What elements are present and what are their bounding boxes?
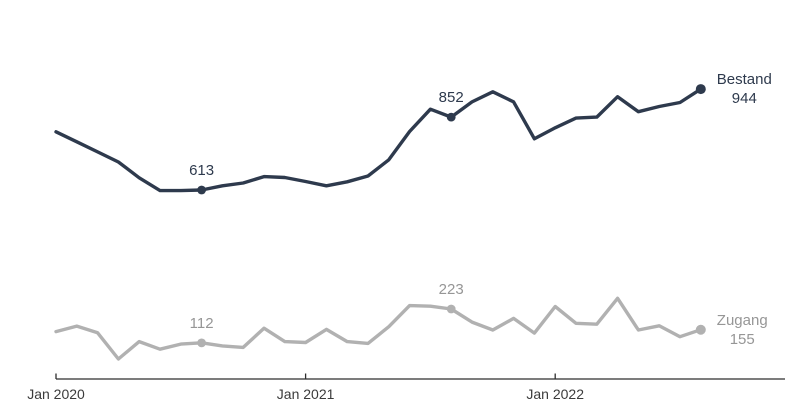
x-axis-tick-label-1: Jan 2021 <box>276 386 335 402</box>
end-marker-bestand <box>695 84 706 95</box>
end-marker-zugang <box>695 324 706 335</box>
x-axis-tick-label-2: Jan 2022 <box>526 386 584 402</box>
point-label-2: 112 <box>189 314 214 332</box>
point-label-0: 613 <box>189 162 215 180</box>
series-line-bestand <box>54 87 703 193</box>
point-marker-bestand-1 <box>446 112 456 122</box>
point-label-1: 852 <box>438 89 464 107</box>
point-marker-zugang-2 <box>197 338 207 348</box>
end-label-1: Zugang 155 <box>717 311 768 349</box>
x-axis-tick-label-0: Jan 2020 <box>27 386 85 402</box>
point-marker-bestand-0 <box>197 185 207 195</box>
series-name-zugang: Zugang <box>716 311 768 329</box>
end-label-0: Bestand 944 <box>717 70 772 108</box>
series-line-zugang <box>54 296 703 361</box>
series-end-value-bestand: 944 <box>731 90 757 108</box>
point-label-3: 223 <box>438 280 464 298</box>
series-end-value-zugang: 155 <box>729 330 755 348</box>
series-name-bestand: Bestand <box>716 71 772 89</box>
point-marker-zugang-3 <box>446 304 456 314</box>
